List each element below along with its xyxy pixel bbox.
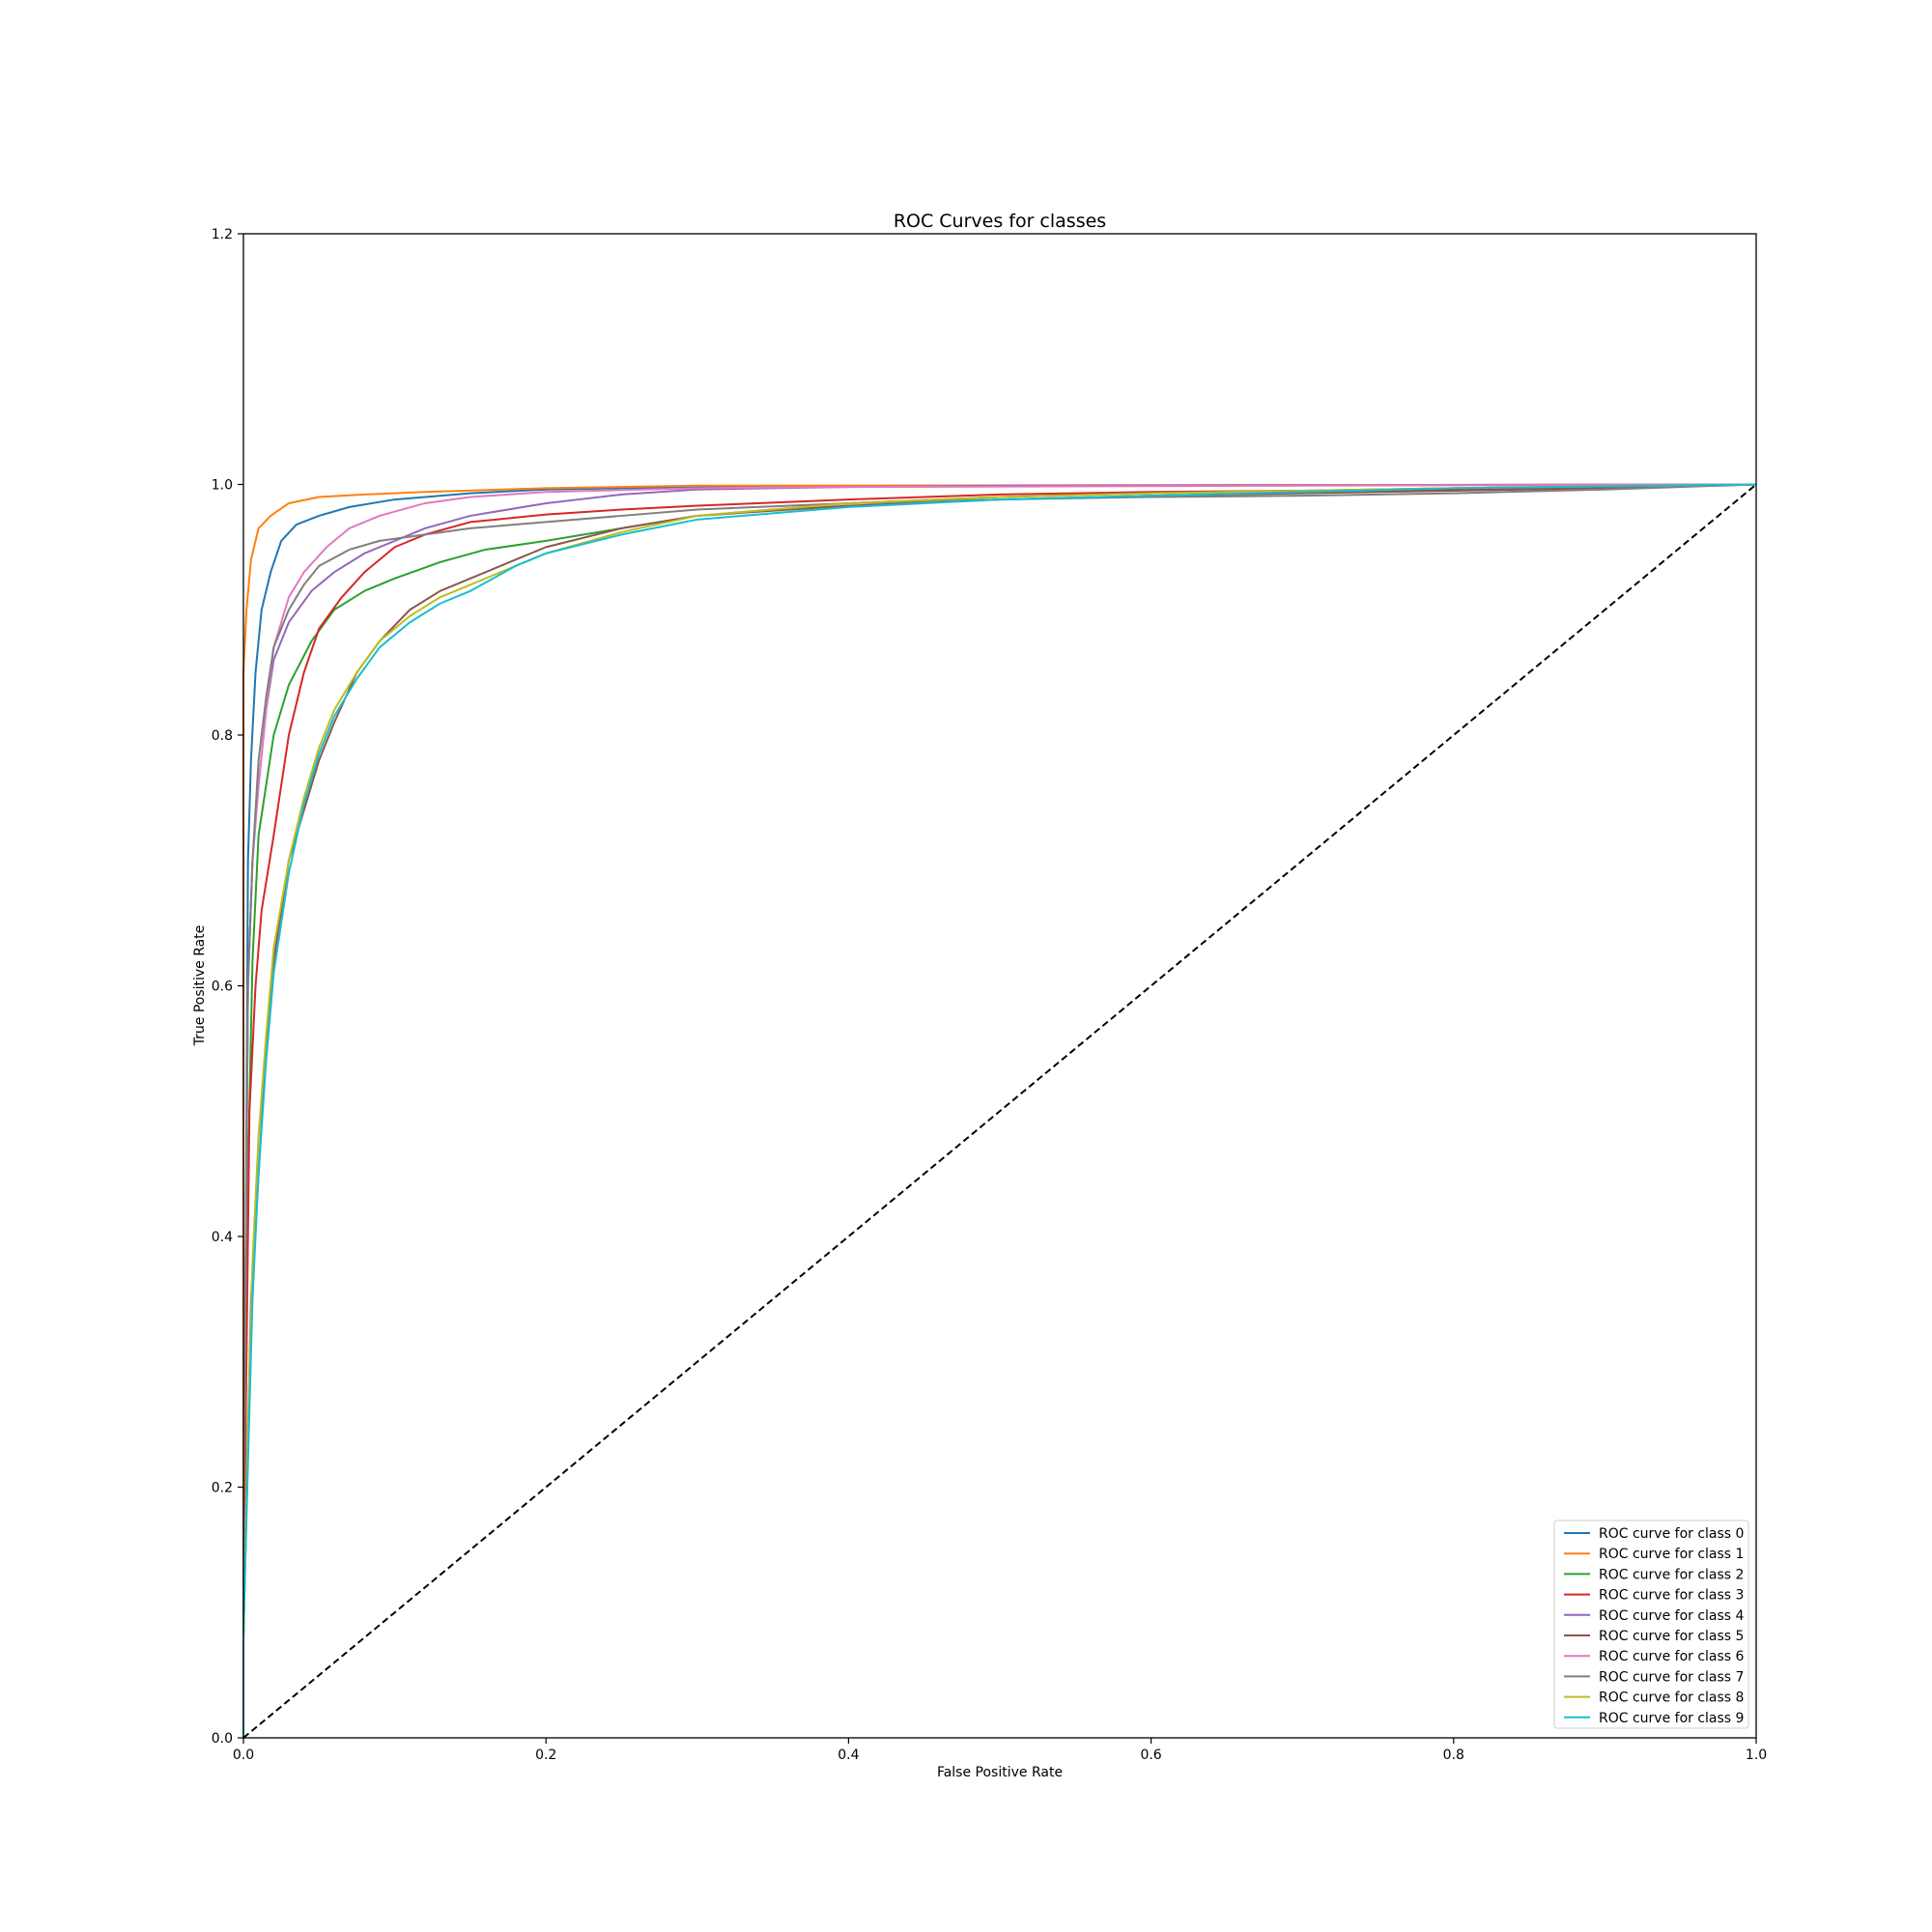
reference-line-layer [242,483,1757,1739]
plot-area [242,483,1757,1738]
legend-label: ROC curve for class 0 [1599,1526,1744,1542]
legend-label: ROC curve for class 6 [1599,1649,1745,1664]
y-axis-label: True Positive Rate [192,925,208,1047]
x-tick-label: 1.0 [1746,1747,1767,1763]
y-tick-label: 1.0 [212,478,233,494]
x-tick-label: 0.2 [535,1747,556,1763]
x-axis-label: False Positive Rate [937,1765,1063,1780]
x-tick-label: 0.6 [1140,1747,1161,1763]
legend-items: ROC curve for class 0 ROC curve for class… [1564,1526,1745,1726]
legend-label: ROC curve for class 3 [1599,1588,1744,1604]
legend-label: ROC curve for class 9 [1599,1711,1744,1726]
legend: ROC curve for class 0 ROC curve for class… [1553,1520,1749,1729]
diagonal-reference-line [242,483,1757,1739]
legend-box [1553,1520,1749,1729]
legend-label: ROC curve for class 2 [1599,1567,1744,1582]
roc-line-class-1 [242,483,1757,1738]
legend-label: ROC curve for class 7 [1599,1669,1744,1685]
y-axis-ticks: 0.0 0.2 0.4 0.6 0.8 1.0 1.2 [212,227,243,1747]
y-tick-label: 1.2 [212,227,233,242]
roc-line-class-8 [242,483,1757,1738]
y-tick-label: 0.4 [212,1230,233,1245]
x-axis-ticks: 0.0 0.2 0.4 0.6 0.8 1.0 [233,1738,1767,1763]
chart-title: ROC Curves for classes [894,211,1106,232]
y-tick-label: 0.2 [212,1481,233,1496]
roc-line-class-9 [242,483,1757,1738]
roc-line-class-3 [242,483,1757,1738]
legend-label: ROC curve for class 1 [1599,1547,1744,1562]
y-tick-label: 0.0 [212,1731,233,1747]
legend-label: ROC curve for class 5 [1599,1629,1744,1644]
x-tick-label: 0.0 [233,1747,254,1763]
legend-label: ROC curve for class 4 [1599,1608,1745,1624]
y-tick-label: 0.6 [212,980,233,995]
roc-line-class-7 [242,483,1757,1738]
legend-label: ROC curve for class 8 [1599,1690,1744,1706]
x-tick-label: 0.4 [838,1747,859,1763]
y-tick-label: 0.8 [212,728,233,744]
roc-line-class-0 [242,483,1757,1738]
x-tick-label: 0.8 [1443,1747,1464,1763]
